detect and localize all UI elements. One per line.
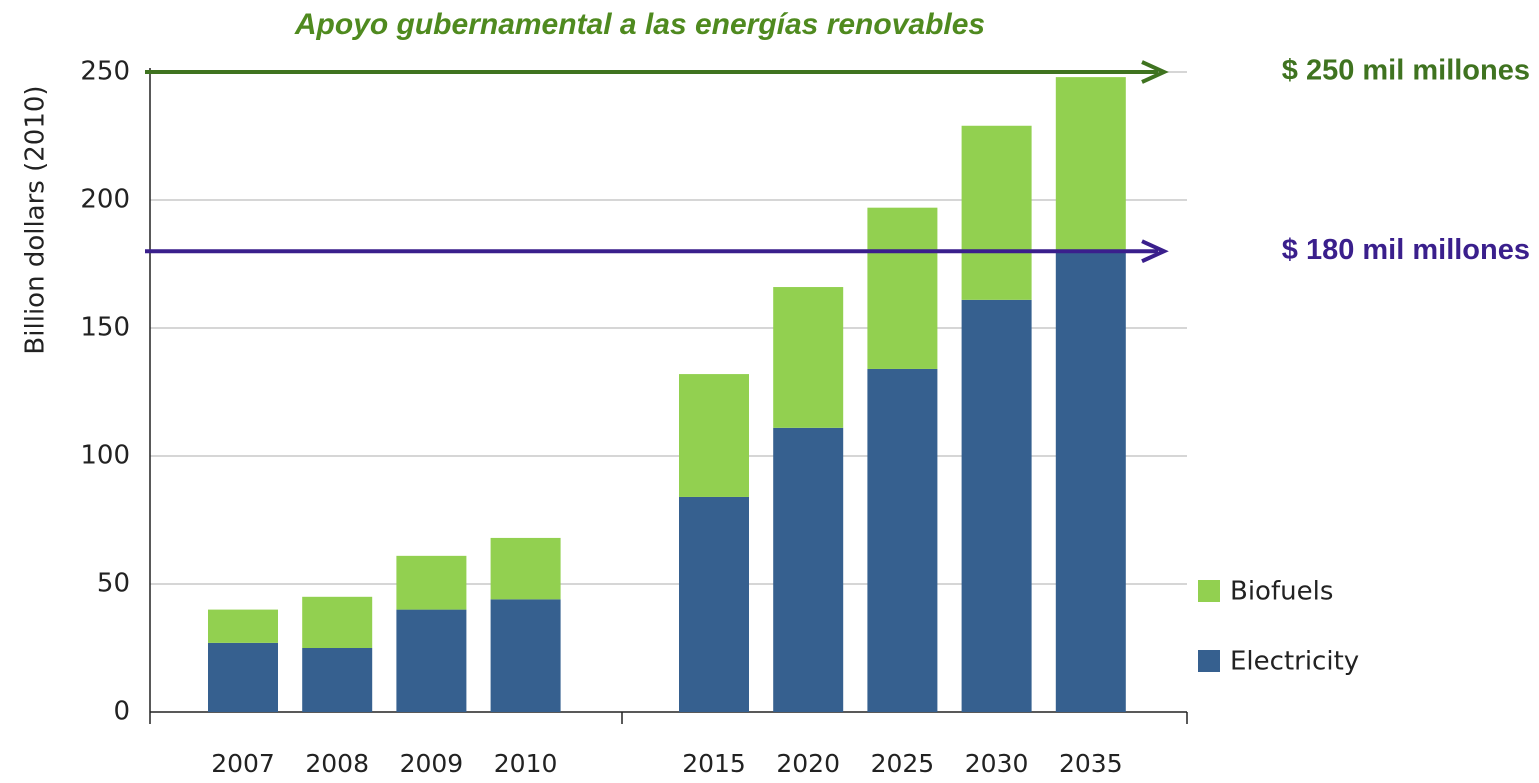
x-tick-label: 2007	[211, 749, 275, 778]
legend-swatch	[1198, 650, 1220, 672]
bar-segment	[961, 299, 1032, 712]
bar-segment	[773, 287, 844, 428]
x-tick-label: 2020	[776, 749, 840, 778]
legend-label: Electricity	[1230, 647, 1359, 677]
x-tick-label: 2015	[682, 749, 746, 778]
x-tick-label: 2035	[1059, 749, 1123, 778]
x-tick-label: 2025	[871, 749, 935, 778]
bar-segment	[961, 125, 1032, 300]
bar-segment	[679, 374, 749, 497]
y-tick-label: 0	[113, 697, 130, 727]
bar-segment	[208, 609, 278, 643]
y-axis-label: Billion dollars (2010)	[21, 85, 51, 354]
y-tick-label: 50	[97, 569, 130, 599]
legend-swatch	[1198, 580, 1220, 602]
arrow-head	[1141, 60, 1169, 84]
bar-segment	[490, 537, 561, 600]
bar-segment	[867, 207, 938, 369]
x-tick-label: 2008	[305, 749, 369, 778]
annotation-label: $ 180 mil millones	[1282, 234, 1530, 266]
x-tick-label: 2010	[494, 749, 558, 778]
annotation-label: $ 250 mil millones	[1282, 55, 1530, 87]
arrow-head	[1141, 239, 1169, 264]
legend-label: Biofuels	[1230, 577, 1333, 607]
bar-segment	[396, 555, 467, 610]
bar-segment	[773, 427, 844, 712]
x-tick-label: 2009	[400, 749, 464, 778]
chart-title: Apoyo gubernamental a las energías renov…	[294, 8, 985, 41]
y-tick-label: 150	[80, 313, 130, 343]
bar-segment	[1055, 251, 1126, 712]
y-tick-label: 250	[80, 57, 130, 87]
y-tick-label: 100	[80, 441, 130, 471]
bar-segment	[302, 596, 373, 648]
x-tick-label: 2030	[965, 749, 1029, 778]
bar-segment	[490, 599, 561, 712]
bar-segment	[1055, 77, 1126, 252]
bar-segment	[679, 496, 749, 712]
bar-segment	[396, 609, 467, 712]
y-tick-label: 200	[80, 185, 130, 215]
bar-segment	[208, 642, 278, 712]
bar-segment	[302, 648, 373, 712]
bar-segment	[867, 368, 938, 712]
